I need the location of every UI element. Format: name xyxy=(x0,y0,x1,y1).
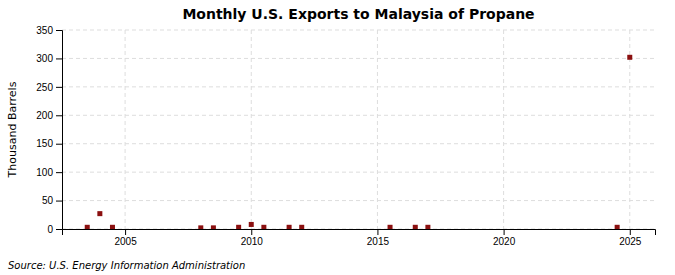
x-tick-label: 2005 xyxy=(114,236,137,247)
y-tick: 100 xyxy=(36,167,62,178)
plot-area: 2005 2010 2015 2020 2025 0 50 100 150 200 250 300 35… xyxy=(36,25,655,247)
points xyxy=(85,55,633,229)
y-tick-label: 200 xyxy=(36,110,53,121)
grid xyxy=(62,30,655,229)
point xyxy=(211,225,216,229)
y-grid-line xyxy=(62,115,655,116)
point xyxy=(627,55,632,60)
x-grid-line xyxy=(251,30,252,229)
y-tick: 200 xyxy=(36,110,62,121)
x-tick-label: 2015 xyxy=(367,236,390,247)
y-tick-label: 100 xyxy=(36,167,53,178)
y-tick-label: 350 xyxy=(36,25,53,36)
x-tick-label: 2020 xyxy=(493,236,516,247)
y-tick: 50 xyxy=(42,195,62,206)
y-tick-mark xyxy=(56,115,62,116)
y-tick-mark xyxy=(56,58,62,59)
y-tick-label: 0 xyxy=(47,224,53,235)
x-tick: 2025 xyxy=(619,229,642,247)
point xyxy=(97,211,102,216)
y-grid-line xyxy=(62,58,655,59)
point xyxy=(261,225,266,229)
y-grid-line xyxy=(62,143,655,144)
y-tick-label: 300 xyxy=(36,53,53,64)
x-tick: 2015 xyxy=(367,229,390,247)
y-grid-line xyxy=(62,30,655,31)
y-axis: 0 50 100 150 200 250 300 350 xyxy=(36,25,62,235)
x-axis: 2005 2010 2015 2020 2025 xyxy=(63,229,656,247)
y-tick-label: 50 xyxy=(42,195,54,206)
point xyxy=(299,225,304,229)
x-tick: 2020 xyxy=(493,229,516,247)
point xyxy=(388,225,393,229)
x-tick-mark xyxy=(251,229,252,235)
y-tick: 250 xyxy=(36,82,62,93)
x-grid-line xyxy=(629,30,630,229)
x-tick: 2005 xyxy=(114,229,137,247)
chart: 2005 2010 2015 2020 2025 0 50 100 150 200 250 300 35… xyxy=(0,0,675,275)
y-axis-title: Thousand Barrels xyxy=(6,81,19,178)
y-tick-label: 250 xyxy=(36,82,53,93)
point xyxy=(249,222,254,227)
y-tick-mark xyxy=(56,201,62,202)
x-tick-mark xyxy=(630,229,631,235)
y-tick: 0 xyxy=(47,224,62,235)
title: Monthly U.S. Exports to Malaysia of Prop… xyxy=(182,6,534,22)
x-tick-mark xyxy=(504,229,505,235)
x-tick-label: 2025 xyxy=(619,236,642,247)
x-tick-mark xyxy=(125,229,126,235)
y-grid-line xyxy=(62,172,655,173)
point xyxy=(110,225,115,229)
y-tick: 150 xyxy=(36,138,62,149)
y-tick: 300 xyxy=(36,53,62,64)
x-tick-label: 2010 xyxy=(241,236,264,247)
y-axis-line xyxy=(56,31,63,230)
point xyxy=(287,225,292,229)
point xyxy=(413,225,418,229)
y-grid-line xyxy=(62,86,655,87)
y-tick-label: 150 xyxy=(36,138,53,149)
y-tick: 350 xyxy=(36,25,62,36)
point xyxy=(198,225,203,229)
point xyxy=(236,225,241,229)
x-tick-mark xyxy=(377,229,378,235)
point xyxy=(615,225,620,229)
y-tick-mark xyxy=(56,172,62,173)
point xyxy=(425,225,430,229)
y-grid-line xyxy=(62,200,655,201)
y-tick-mark xyxy=(56,30,62,31)
point xyxy=(85,225,90,229)
y-tick-mark xyxy=(56,87,62,88)
y-tick-mark xyxy=(56,144,62,145)
source: Source: U.S. Energy Information Administ… xyxy=(8,260,245,271)
x-tick: 2010 xyxy=(241,229,264,247)
x-grid-line xyxy=(377,30,378,229)
y-tick-mark xyxy=(56,229,62,230)
x-grid-line xyxy=(503,30,504,229)
x-axis-line xyxy=(63,230,656,236)
x-grid-line xyxy=(125,30,126,229)
